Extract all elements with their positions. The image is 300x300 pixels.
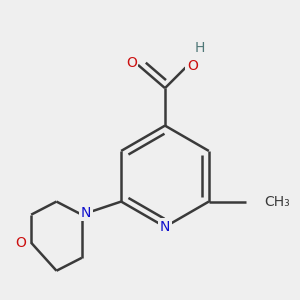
Text: O: O [187, 58, 198, 73]
Text: CH₃: CH₃ [264, 195, 290, 208]
Text: O: O [15, 236, 26, 250]
Text: H: H [195, 41, 205, 55]
Text: O: O [126, 56, 137, 70]
Text: N: N [160, 220, 170, 234]
Text: N: N [81, 206, 92, 220]
